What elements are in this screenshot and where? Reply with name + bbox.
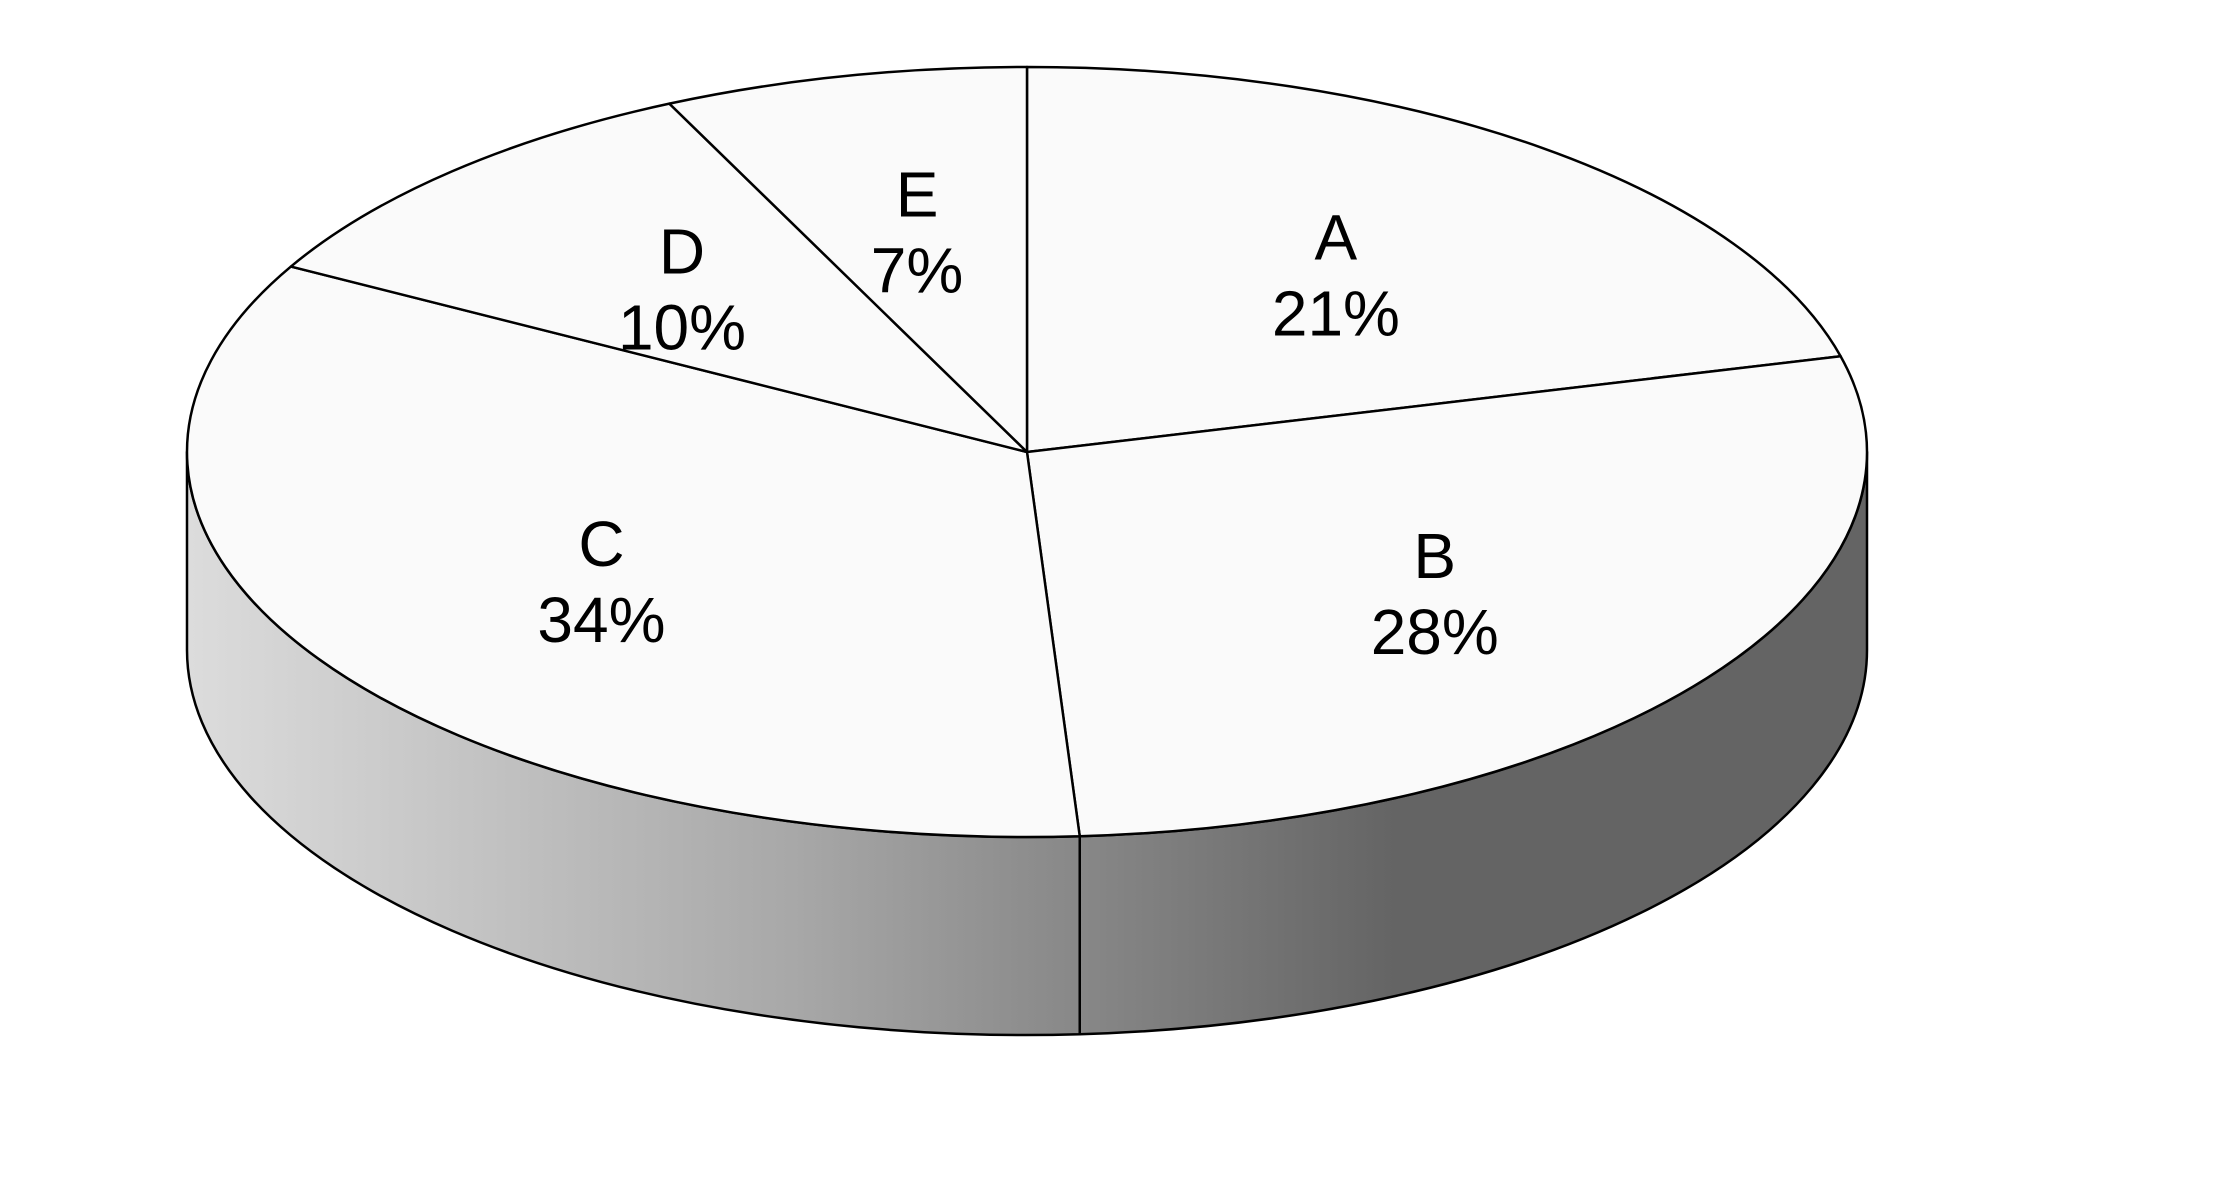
pie-slice-e — [668, 65, 1029, 454]
slice-value-label-a: 21% — [1272, 277, 1400, 349]
pie-label-layer: A21% B28% C34% D10% E7% — [537, 159, 1498, 668]
slice-label-c: C — [578, 508, 624, 580]
slice-label-e: E — [896, 159, 939, 231]
slice-label-a: A — [1315, 201, 1358, 273]
slice-value-label-b: 28% — [1371, 596, 1499, 668]
slice-label-b: B — [1413, 520, 1456, 592]
pie-top-layer — [185, 65, 1869, 839]
pie-slice-b — [1025, 355, 1869, 838]
pie-slice-a — [1025, 65, 1842, 454]
slice-label-d: D — [659, 216, 705, 288]
slice-value-label-d: 10% — [618, 292, 746, 364]
pie-slice-d — [289, 102, 1029, 454]
slice-value-label-e: 7% — [871, 235, 964, 307]
slice-value-label-c: 34% — [537, 584, 665, 656]
